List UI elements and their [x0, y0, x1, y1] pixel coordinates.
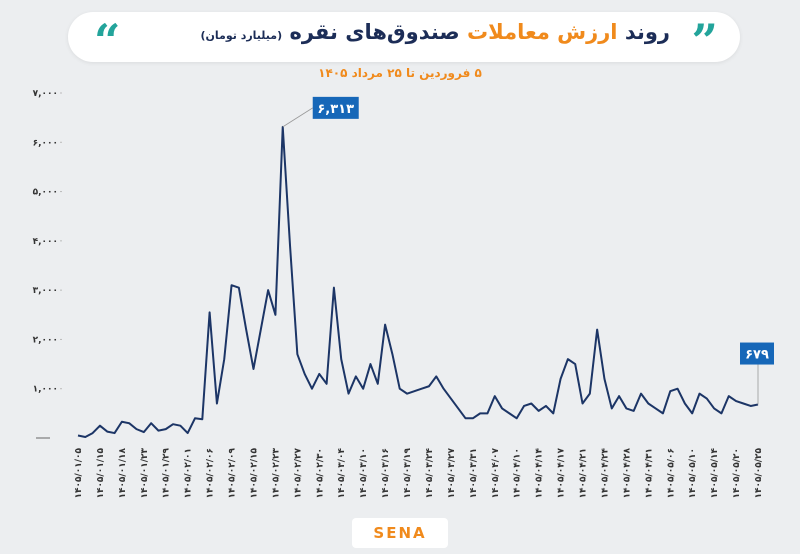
x-tick-label: ۱۴۰۵/۰۴/۱۴	[535, 448, 545, 499]
chart-title: روند ارزش معاملات صندوق‌های نقره (میلیار…	[200, 20, 670, 44]
x-tick-label: ۱۴۰۵/۰۳/۱۶	[381, 448, 391, 499]
x-tick-label: ۱۴۰۵/۰۲/۱۵	[249, 448, 259, 499]
y-tick-label: ۱,۰۰۰	[33, 385, 58, 395]
x-tick-label: ۱۴۰۵/۰۳/۲۴	[425, 448, 435, 499]
callout-box	[740, 342, 774, 365]
unit: (میلیارد تومان)	[200, 29, 283, 42]
header: ” “ روند ارزش معاملات صندوق‌های نقره (می…	[68, 12, 740, 66]
x-tick-label: ۱۴۰۵/۰۲/۲۳	[271, 448, 281, 499]
y-tick-label: ۳,۰۰۰	[33, 286, 58, 296]
title-part: روند	[624, 20, 670, 44]
x-tick-label: ۱۴۰۵/۰۵/۲۰	[732, 448, 742, 499]
x-tick-label: ۱۴۰۵/۰۴/۲۱	[579, 448, 589, 499]
x-tick-label: ۱۴۰۵/۰۴/۱۷	[557, 448, 567, 499]
callout-line	[282, 107, 313, 128]
x-tick-label: ۱۴۰۵/۰۳/۳۱	[469, 448, 479, 499]
y-tick-label: ۵,۰۰۰	[33, 188, 58, 198]
x-tick-label: ۱۴۰۵/۰۲/۳۰	[315, 448, 325, 499]
title-part: ارزش معاملات	[467, 20, 618, 44]
x-tick-label: ۱۴۰۵/۰۲/۲۷	[293, 448, 303, 499]
x-tick-label: ۱۴۰۵/۰۱/۰۵	[74, 448, 84, 499]
callout-box	[312, 96, 359, 119]
title-part: صندوق‌های نقره	[289, 20, 460, 44]
x-tick-label: ۱۴۰۵/۰۵/۱۴	[710, 448, 720, 499]
x-tick-label: ۱۴۰۵/۰۴/۰۷	[491, 448, 501, 499]
x-tick-label: ۱۴۰۵/۰۳/۰۴	[337, 448, 347, 499]
x-tick-label: ۱۴۰۵/۰۳/۱۰	[359, 448, 369, 499]
y-tick-label: ۴,۰۰۰	[33, 237, 58, 247]
x-tick-label: ۱۴۰۵/۰۵/۱۰	[688, 448, 698, 499]
line	[77, 125, 759, 439]
x-tick-label: ۱۴۰۵/۰۵/۰۶	[666, 448, 676, 499]
x-tick-label: ۱۴۰۵/۰۲/۰۶	[206, 448, 216, 499]
x-tick-label: ۱۴۰۵/۰۱/۲۳	[140, 448, 150, 499]
logo: SENA	[352, 518, 448, 548]
x-tick-label: ۱۴۰۵/۰۵/۲۵	[754, 448, 764, 499]
x-tick-label: ۱۴۰۵/۰۳/۲۷	[447, 448, 457, 499]
x-tick-label: ۱۴۰۵/۰۳/۱۹	[403, 448, 413, 499]
data-label: ۶,۳۱۳	[317, 102, 354, 117]
y-tick-label: ۲,۰۰۰	[33, 335, 58, 345]
x-tick-label: ۱۴۰۵/۰۴/۲۴	[600, 448, 610, 499]
subtitle: ۵ فروردین تا ۲۵ مرداد ۱۴۰۵	[318, 66, 482, 80]
quote-icon: “	[94, 14, 121, 68]
x-tick-label: ۱۴۰۵/۰۱/۱۵	[96, 448, 106, 499]
y-tick-label: ۶,۰۰۰	[33, 138, 58, 148]
quote-icon: ”	[691, 14, 718, 68]
x-tick-label: ۱۴۰۵/۰۴/۲۸	[622, 448, 632, 499]
x-tick-label: ۱۴۰۵/۰۲/۰۱	[184, 448, 194, 499]
x-tick-label: ۱۴۰۵/۰۲/۰۹	[228, 448, 238, 499]
data-label: ۶۷۹	[745, 348, 769, 363]
x-tick-label: ۱۴۰۵/۰۴/۳۱	[644, 448, 654, 499]
x-tick-label: ۱۴۰۵/۰۱/۲۹	[162, 448, 172, 499]
x-tick-label: ۱۴۰۵/۰۴/۱۰	[513, 448, 523, 499]
x-tick-label: ۱۴۰۵/۰۱/۱۸	[118, 448, 128, 499]
y-tick-label: ۷,۰۰۰	[33, 89, 58, 99]
